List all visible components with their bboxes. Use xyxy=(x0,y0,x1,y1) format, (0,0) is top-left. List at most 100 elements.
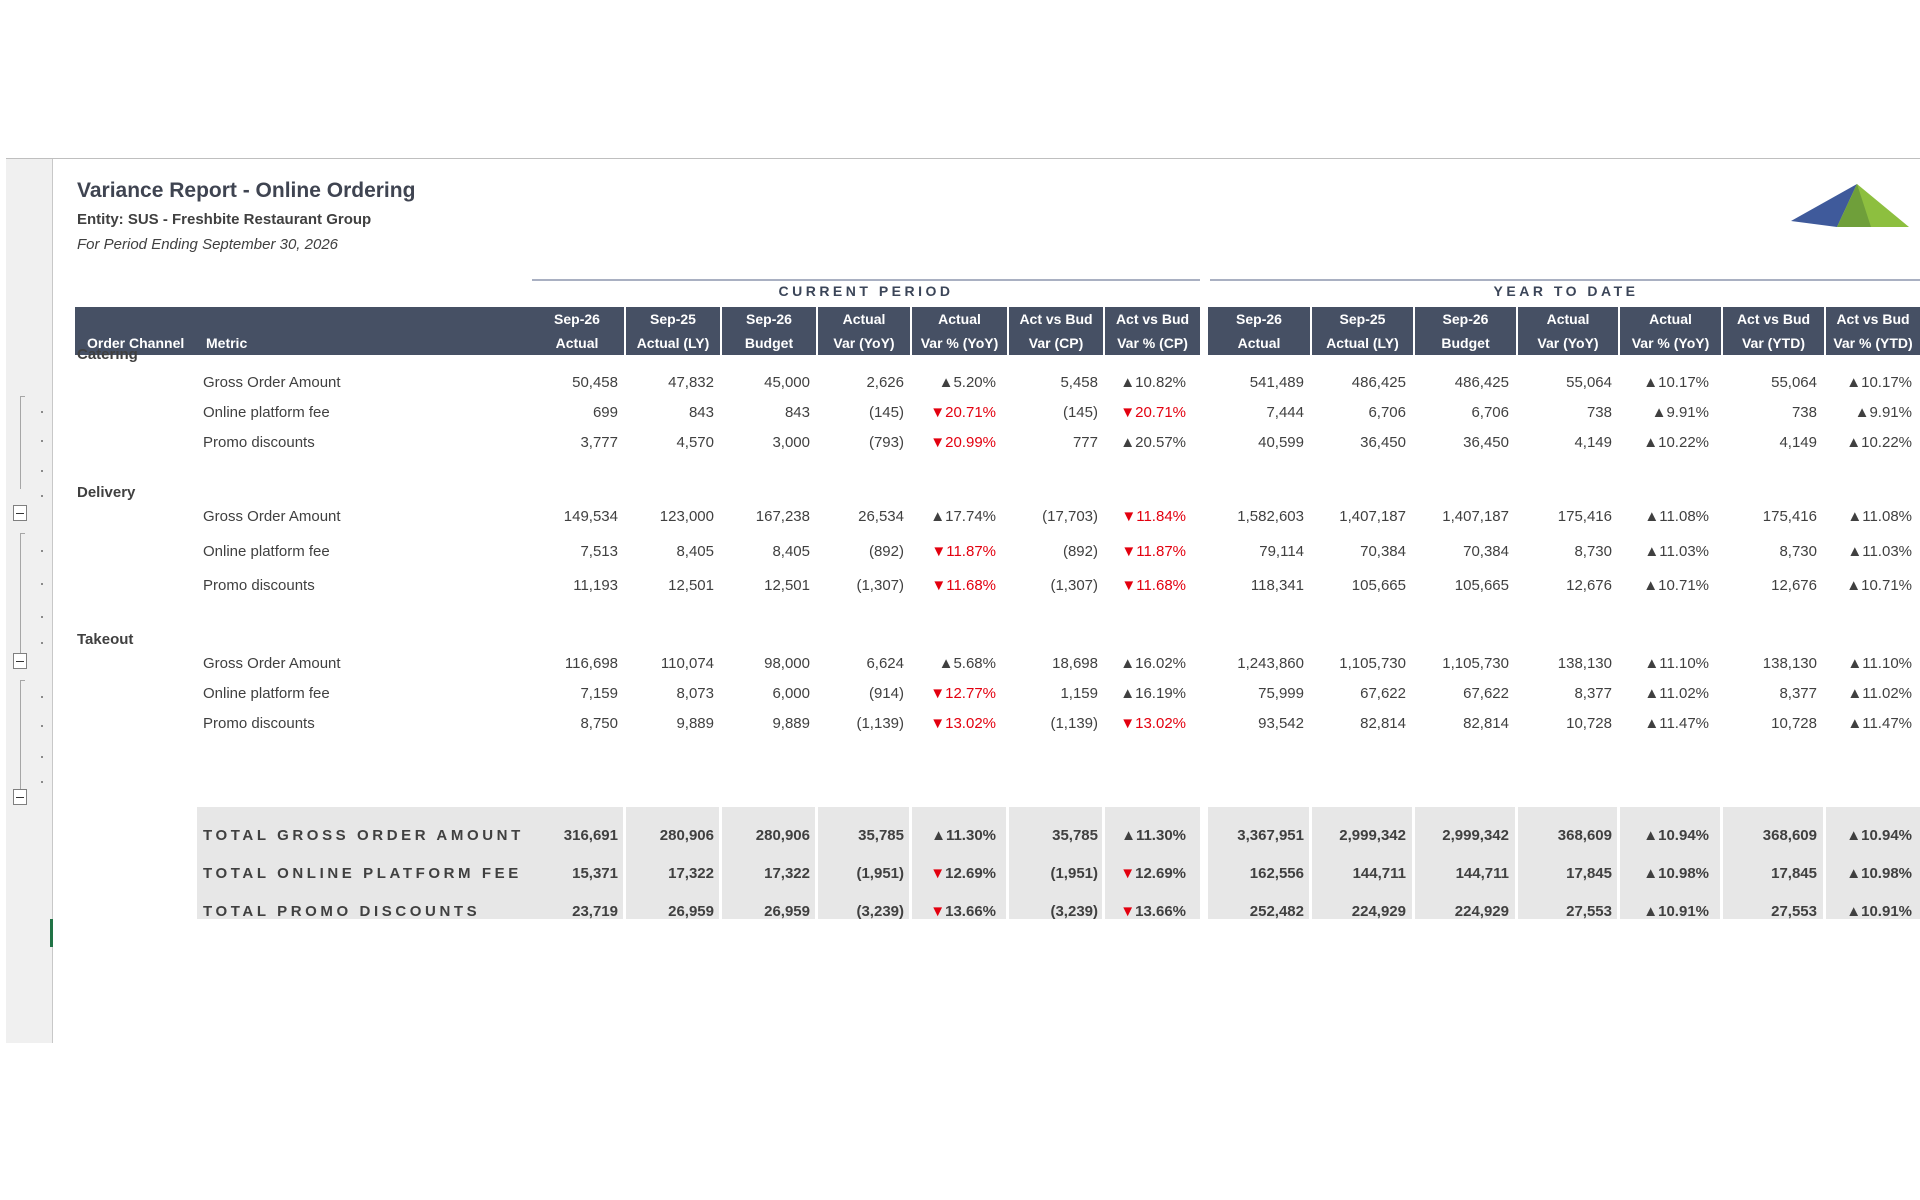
table-row-cell-3[interactable]: 45,000 xyxy=(764,374,810,391)
table-row-cell-11[interactable]: 8,377 xyxy=(1574,685,1612,702)
table-row-cell-3[interactable]: 3,000 xyxy=(772,434,810,451)
table-row-cell-5[interactable]: 12.77% xyxy=(912,685,996,702)
collapse-group-delivery-button[interactable] xyxy=(13,653,27,669)
table-row-cell-8[interactable]: 7,444 xyxy=(1266,404,1304,421)
table-row-cell-14[interactable]: 11.08% xyxy=(1826,508,1912,525)
table-row-cell-8[interactable]: 75,999 xyxy=(1258,685,1304,702)
table-row-cell-1[interactable]: 699 xyxy=(592,404,618,421)
table-row-cell-1[interactable]: 50,458 xyxy=(572,374,618,391)
total-row-cell-8[interactable]: 3,367,951 xyxy=(1237,827,1304,844)
table-row-cell-9[interactable]: 36,450 xyxy=(1360,434,1406,451)
table-row-cell-10[interactable]: 486,425 xyxy=(1454,374,1509,391)
table-row-cell-13[interactable]: 8,730 xyxy=(1779,543,1817,560)
table-row-cell-4[interactable]: 6,624 xyxy=(866,655,904,672)
table-row-cell-9[interactable]: 6,706 xyxy=(1368,404,1406,421)
table-row-cell-10[interactable]: 6,706 xyxy=(1471,404,1509,421)
table-row-cell-14[interactable]: 11.02% xyxy=(1826,685,1912,702)
total-row-cell-6[interactable]: (1,951) xyxy=(1050,865,1098,882)
total-row-cell-11[interactable]: 368,609 xyxy=(1557,827,1612,844)
table-row-cell-13[interactable]: 55,064 xyxy=(1771,374,1817,391)
table-row-cell-10[interactable]: 105,665 xyxy=(1454,577,1509,594)
table-row-cell-12[interactable]: 11.02% xyxy=(1620,685,1709,702)
table-row-cell-8[interactable]: 1,243,860 xyxy=(1237,655,1304,672)
table-row-cell-3[interactable]: 12,501 xyxy=(764,577,810,594)
collapse-group-catering-button[interactable] xyxy=(13,505,27,521)
table-row-cell-11[interactable]: 55,064 xyxy=(1566,374,1612,391)
table-row-cell-6[interactable]: 5,458 xyxy=(1060,374,1098,391)
table-row-cell-8[interactable]: 93,542 xyxy=(1258,715,1304,732)
table-row-cell-6[interactable]: (17,703) xyxy=(1042,508,1098,525)
table-row-cell-12[interactable]: 10.71% xyxy=(1620,577,1709,594)
table-row-cell-2[interactable]: 843 xyxy=(688,404,714,421)
table-row-cell-6[interactable]: 18,698 xyxy=(1052,655,1098,672)
table-row-cell-11[interactable]: 10,728 xyxy=(1566,715,1612,732)
table-row-cell-4[interactable]: 2,626 xyxy=(866,374,904,391)
total-row-cell-2[interactable]: 26,959 xyxy=(668,903,714,920)
table-row-cell-9[interactable]: 82,814 xyxy=(1360,715,1406,732)
total-row-cell-10[interactable]: 2,999,342 xyxy=(1442,827,1509,844)
table-row-cell-4[interactable]: (145) xyxy=(868,404,904,421)
table-row-cell-4[interactable]: (793) xyxy=(868,434,904,451)
total-row-cell-12[interactable]: 10.94% xyxy=(1620,827,1709,844)
total-row-cell-14[interactable]: 10.91% xyxy=(1826,903,1912,920)
table-row-cell-4[interactable]: (1,307) xyxy=(856,577,904,594)
total-row-cell-9[interactable]: 224,929 xyxy=(1351,903,1406,920)
total-row-cell-1[interactable]: 15,371 xyxy=(572,865,618,882)
table-row-cell-9[interactable]: 1,407,187 xyxy=(1339,508,1406,525)
total-row-cell-4[interactable]: (1,951) xyxy=(856,865,904,882)
table-row-cell-13[interactable]: 738 xyxy=(1791,404,1817,421)
total-row-cell-12[interactable]: 10.91% xyxy=(1620,903,1709,920)
total-row-cell-11[interactable]: 17,845 xyxy=(1566,865,1612,882)
total-row-cell-10[interactable]: 224,929 xyxy=(1454,903,1509,920)
table-row-cell-8[interactable]: 79,114 xyxy=(1259,543,1304,560)
total-row-cell-8[interactable]: 162,556 xyxy=(1249,865,1304,882)
table-row-cell-12[interactable]: 11.10% xyxy=(1620,655,1709,672)
table-row-cell-14[interactable]: 11.10% xyxy=(1826,655,1912,672)
table-row-cell-13[interactable]: 8,377 xyxy=(1779,685,1817,702)
table-row-cell-10[interactable]: 82,814 xyxy=(1463,715,1509,732)
table-row-cell-14[interactable]: 9.91% xyxy=(1826,404,1912,421)
table-row-cell-2[interactable]: 123,000 xyxy=(659,508,714,525)
table-row-cell-8[interactable]: 1,582,603 xyxy=(1237,508,1304,525)
table-row-cell-12[interactable]: 11.08% xyxy=(1620,508,1709,525)
table-row-cell-2[interactable]: 4,570 xyxy=(676,434,714,451)
table-row-cell-2[interactable]: 47,832 xyxy=(668,374,714,391)
table-row-cell-8[interactable]: 541,489 xyxy=(1249,374,1304,391)
total-row-cell-3[interactable]: 26,959 xyxy=(764,903,810,920)
total-row-cell-2[interactable]: 17,322 xyxy=(668,865,714,882)
table-row-cell-5[interactable]: 13.02% xyxy=(912,715,996,732)
table-row-cell-10[interactable]: 1,407,187 xyxy=(1442,508,1509,525)
table-row-cell-4[interactable]: (1,139) xyxy=(856,715,904,732)
table-row-cell-5[interactable]: 5.68% xyxy=(912,655,996,672)
table-row-cell-7[interactable]: 11.87% xyxy=(1105,543,1186,560)
table-row-cell-14[interactable]: 10.17% xyxy=(1826,374,1912,391)
table-row-cell-13[interactable]: 4,149 xyxy=(1779,434,1817,451)
total-row-cell-14[interactable]: 10.94% xyxy=(1826,827,1912,844)
table-row-cell-14[interactable]: 11.47% xyxy=(1826,715,1912,732)
table-row-cell-7[interactable]: 16.19% xyxy=(1105,685,1186,702)
total-row-cell-4[interactable]: 35,785 xyxy=(858,827,904,844)
table-row-cell-1[interactable]: 149,534 xyxy=(563,508,618,525)
table-row-cell-9[interactable]: 67,622 xyxy=(1360,685,1406,702)
table-row-cell-7[interactable]: 20.57% xyxy=(1105,434,1186,451)
table-row-cell-2[interactable]: 110,074 xyxy=(660,655,714,672)
total-row-cell-10[interactable]: 144,711 xyxy=(1455,865,1509,882)
table-row-cell-6[interactable]: (145) xyxy=(1062,404,1098,421)
total-row-cell-3[interactable]: 17,322 xyxy=(764,865,810,882)
table-row-cell-6[interactable]: 1,159 xyxy=(1060,685,1098,702)
spreadsheet-sheet[interactable]: Variance Report - Online Ordering Entity… xyxy=(6,158,1920,1043)
table-row-cell-11[interactable]: 4,149 xyxy=(1574,434,1612,451)
table-row-cell-4[interactable]: (892) xyxy=(868,543,904,560)
table-row-cell-11[interactable]: 12,676 xyxy=(1566,577,1612,594)
total-row-cell-1[interactable]: 23,719 xyxy=(572,903,618,920)
table-row-cell-3[interactable]: 98,000 xyxy=(764,655,810,672)
table-row-cell-2[interactable]: 8,073 xyxy=(676,685,714,702)
table-row-cell-10[interactable]: 1,105,730 xyxy=(1442,655,1509,672)
table-row-cell-1[interactable]: 11,193 xyxy=(573,577,618,594)
total-row-cell-6[interactable]: (3,239) xyxy=(1050,903,1098,920)
total-row-cell-13[interactable]: 27,553 xyxy=(1771,903,1817,920)
total-row-cell-7[interactable]: 12.69% xyxy=(1105,865,1186,882)
total-row-cell-4[interactable]: (3,239) xyxy=(856,903,904,920)
table-row-cell-12[interactable]: 11.03% xyxy=(1620,543,1709,560)
table-row-cell-11[interactable]: 738 xyxy=(1586,404,1612,421)
